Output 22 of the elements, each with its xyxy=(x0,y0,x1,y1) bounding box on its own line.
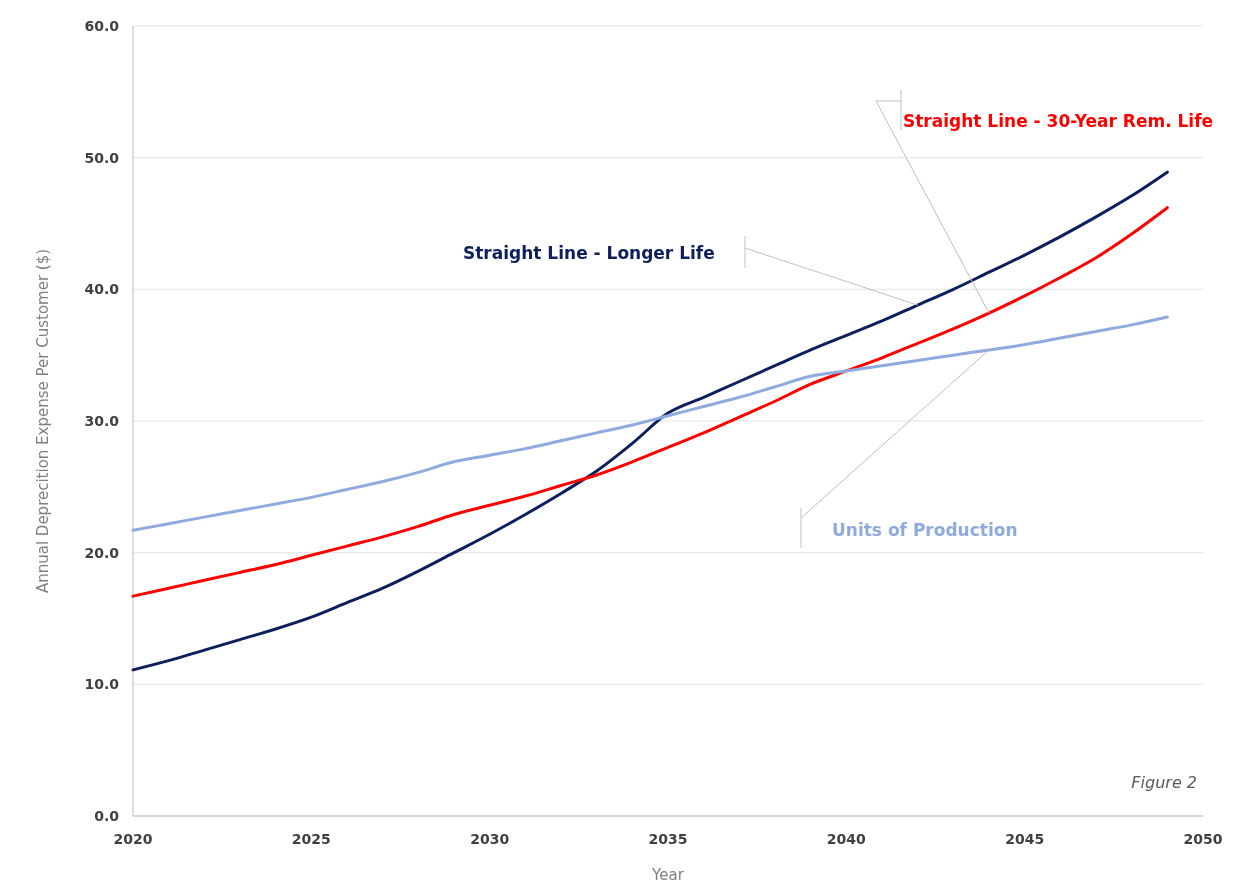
y-tick-label: 30.0 xyxy=(84,412,120,429)
y-axis-title: Annual Deprecition Expense Per Customer ($) xyxy=(34,248,52,594)
y-tick-label: 50.0 xyxy=(84,149,120,166)
y-tick-label: 10.0 xyxy=(84,676,120,693)
line-series xyxy=(131,206,1169,598)
x-tick-label: 2050 xyxy=(1183,831,1223,847)
line-series xyxy=(131,170,1169,672)
x-tick-label: 2045 xyxy=(1005,831,1045,847)
x-axis-title: Year xyxy=(651,866,685,884)
x-tick-label: 2020 xyxy=(113,831,153,847)
y-tick-label: 20.0 xyxy=(84,544,120,561)
y-tick-label: 60.0 xyxy=(84,17,120,34)
x-tick-label: 2030 xyxy=(470,831,510,847)
text: Straight Line - Longer Life xyxy=(463,243,715,263)
text: Straight Line - 30-Year Rem. Life xyxy=(903,111,1214,131)
annotation: Figure 2 xyxy=(1131,773,1197,792)
y-tick-label: 0.0 xyxy=(94,807,120,824)
x-tick-label: 2035 xyxy=(648,831,688,847)
x-tick-label: 2025 xyxy=(291,831,331,847)
x-tick-label: 2040 xyxy=(826,831,867,847)
y-tick-label: 40.0 xyxy=(84,281,120,298)
text: Units of Production xyxy=(832,520,1018,540)
